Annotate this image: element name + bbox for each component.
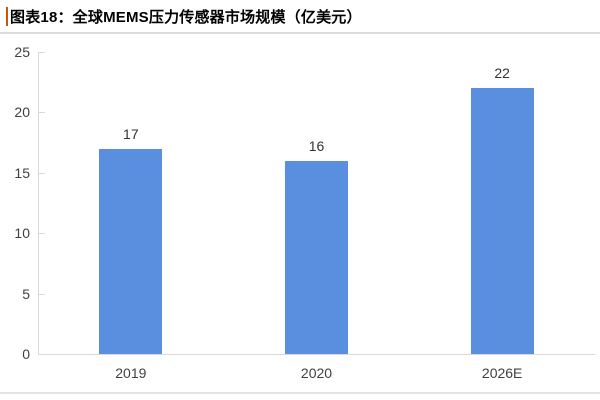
y-tick-label: 25 [14,44,30,60]
y-tick-mark [39,52,45,53]
x-tick-label: 2026E [481,365,523,381]
y-axis-line [38,52,39,354]
y-tick-mark [39,354,45,355]
figure-title: 图表18：全球MEMS压力传感器市场规模（亿美元） [10,9,362,26]
y-tick-mark [39,112,45,114]
bar-value-label: 17 [123,125,139,142]
y-tick-label: 15 [14,164,30,181]
y-tick-label: 20 [14,104,30,121]
y-tick-label: 0 [22,346,30,362]
y-tick-mark [39,293,45,295]
title-separator-line [0,32,600,34]
y-tick-label: 5 [22,285,30,302]
title-accent-bar [6,7,8,26]
y-tick-label: 10 [14,225,30,242]
bar [470,88,534,354]
x-tick-label: 2020 [300,365,333,381]
x-tick-label: 2019 [115,365,147,381]
y-tick-mark [39,172,45,174]
bar [285,160,348,354]
bar-value-label: 22 [494,65,510,82]
y-tick-mark [39,233,45,235]
x-axis-line [38,354,595,355]
bar [99,148,163,354]
bottom-border-line [0,392,600,394]
bar-value-label: 16 [308,137,325,154]
